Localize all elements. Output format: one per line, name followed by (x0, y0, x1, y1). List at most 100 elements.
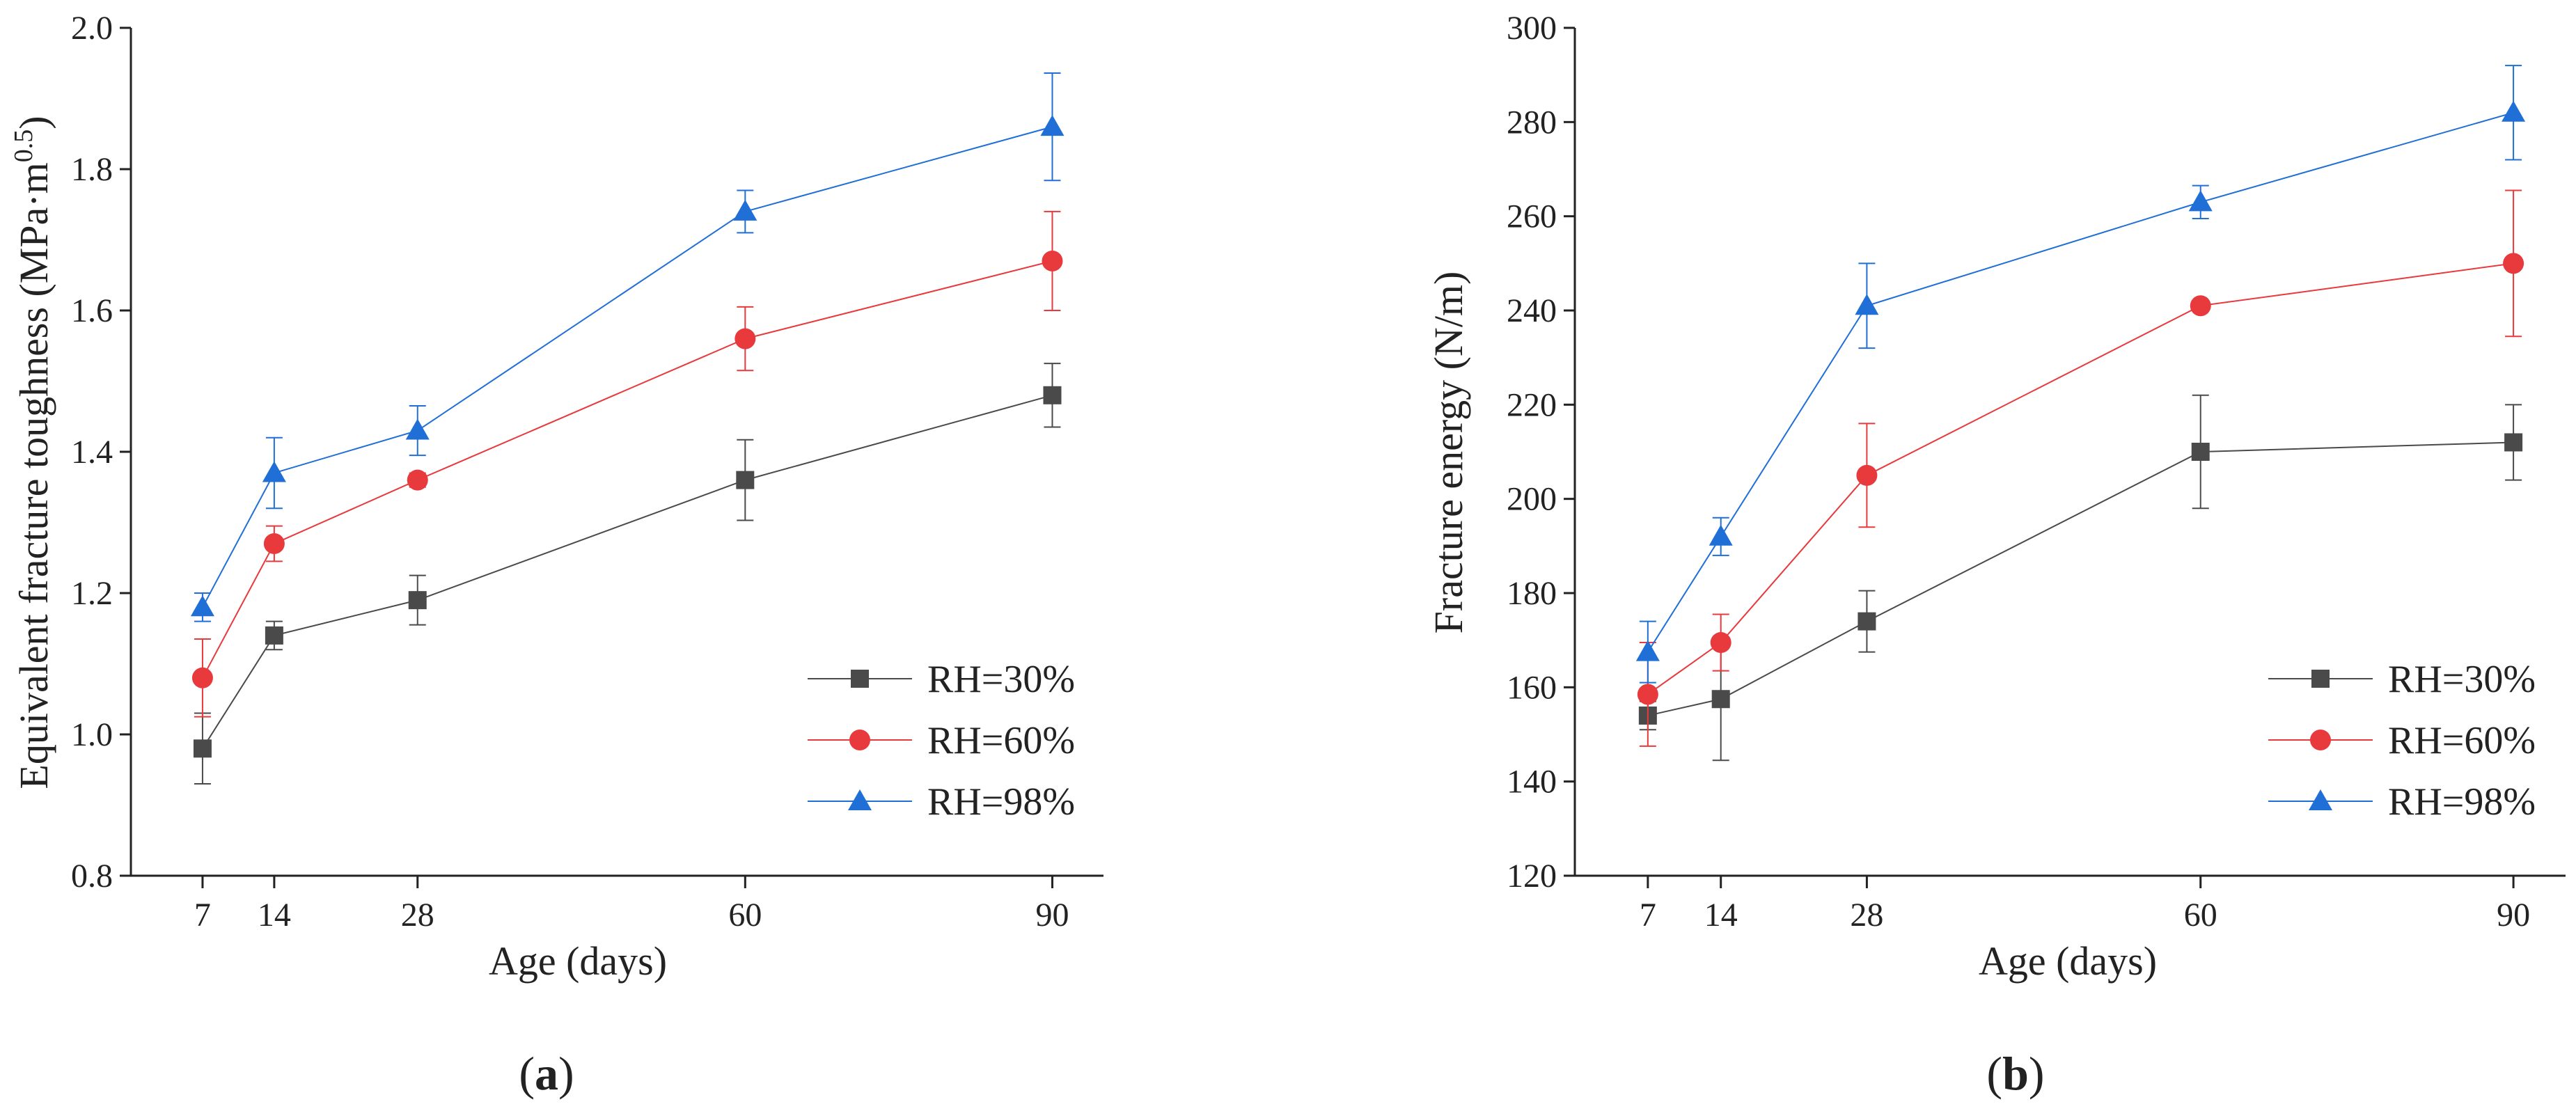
panel-b-chart: 120 140 160 180 200 220 240 260 280 300 7 14 28 60 90… (1426, 10, 2566, 1100)
panel-a-legend-item: RH=98% (808, 780, 1075, 824)
panel-a-y-tick-label: 1.8 (71, 151, 113, 188)
panel-b-legend-marker (2310, 730, 2331, 750)
panel-b-label-open: ( (1986, 1047, 2002, 1100)
panel-a-data-point (265, 626, 283, 645)
panel-a-data-point (735, 328, 756, 349)
panel-a-y-axis-title-main: Equivalent fracture toughness (MPa·m (11, 162, 56, 789)
panel-b-y-tick-label: 260 (1507, 198, 1557, 235)
panel-b-y-axis-title: Fracture energy (N/m) (1426, 271, 1471, 634)
panel-a-series-line (202, 126, 1053, 608)
panel-b-data-point (2191, 443, 2210, 461)
panel-a-legend-label: RH=98% (927, 780, 1075, 824)
panel-a-legend-marker (849, 730, 870, 750)
panel-b-y-tick-label: 220 (1507, 386, 1557, 423)
panel-a-series-3 (190, 72, 1065, 622)
panel-a-x-tick-label: 60 (728, 897, 762, 933)
panel-a-label-open: ( (519, 1047, 535, 1100)
panel-a-data-point (1043, 386, 1062, 404)
panel-b-data-point (2503, 253, 2524, 274)
panel-b-x-axis-title: Age (days) (1979, 938, 2157, 984)
panel-b-y-tick-label: 200 (1507, 481, 1557, 518)
panel-a-label-letter: a (535, 1047, 558, 1100)
panel-b-data-point (1709, 524, 1733, 546)
panel-b-x-tick-label: 90 (2497, 897, 2530, 933)
panel-a-y-tick-label: 2.0 (71, 10, 113, 47)
panel-b-y-tick-label: 240 (1507, 292, 1557, 329)
panel-a-y-axis-title-close: ) (11, 116, 56, 129)
panel-a-y-tick-label: 1.0 (71, 716, 113, 753)
panel-a-x-tick-label: 90 (1035, 897, 1069, 933)
panel-b-data-point (1710, 632, 1731, 654)
panel-b-series-2 (1637, 189, 2524, 747)
panel-a-y-tick-label: 1.6 (71, 292, 113, 329)
panel-a-data-point (1042, 250, 1063, 271)
panel-a-y-axis-title: Equivalent fracture toughness (MPa·m0.5) (9, 116, 56, 789)
panel-b-legend-item: RH=30% (2268, 658, 2536, 701)
panel-a-data-point (405, 418, 430, 440)
panel-a-data-point (190, 595, 214, 617)
panel-a-legend-item: RH=60% (808, 719, 1075, 762)
panel-a-series-layer (190, 72, 1065, 785)
panel-a-series-2 (191, 210, 1063, 718)
panel-b-data-point (2502, 100, 2526, 122)
panel-a-data-point (408, 591, 427, 610)
panel-a-data-point (733, 199, 757, 221)
panel-b-label-letter: b (2002, 1047, 2029, 1100)
panel-b-x-tick-label: 28 (1850, 897, 1883, 933)
panel-b-legend-label: RH=60% (2388, 719, 2536, 762)
panel-b-legend-item: RH=60% (2268, 719, 2536, 762)
panel-b-y-tick-label: 160 (1507, 669, 1557, 706)
panel-a-data-point (736, 471, 755, 489)
panel-a-legend-label: RH=30% (927, 658, 1075, 701)
panel-b-y-ticks: 120 140 160 180 200 220 240 260 280 300 (1507, 10, 1575, 895)
panel-a-data-point (407, 469, 428, 491)
panel-b-data-point (1711, 690, 1730, 709)
panel-b-y-tick-label: 120 (1507, 858, 1557, 895)
panel-a-data-point (191, 667, 213, 688)
panel-b-legend-item: RH=98% (2268, 780, 2536, 824)
panel-a-legend-marker (851, 670, 869, 688)
panel-b-x-tick-label: 14 (1704, 897, 1738, 933)
panel-b-legend-marker (2309, 789, 2332, 810)
panel-a-data-point (193, 739, 212, 758)
panel-b-data-point (2188, 190, 2213, 212)
panel-b-label-close: ) (2029, 1047, 2045, 1100)
panel-a-x-ticks: 7 14 28 60 90 (194, 876, 1069, 933)
panel-b-data-point (1637, 684, 1658, 705)
panel-a-y-tick-label: 1.4 (71, 434, 113, 471)
panel-a-label: (a) (519, 1047, 574, 1100)
panel-a-label-close: ) (558, 1047, 574, 1100)
panel-a-legend: RH=30% RH=60% RH=98% (808, 658, 1075, 824)
panel-a-series-1 (193, 363, 1062, 785)
panel-a-y-tick-label: 0.8 (71, 858, 113, 895)
panel-a-series-line (202, 394, 1053, 749)
panel-b-series-line (1647, 441, 2514, 716)
panel-b-legend-label: RH=98% (2388, 780, 2536, 824)
panel-b-data-point (2504, 433, 2523, 452)
panel-a-series-line (202, 260, 1053, 679)
panel-a-data-point (1040, 115, 1065, 136)
panel-a-legend-label: RH=60% (927, 719, 1075, 762)
panel-a-data-point (262, 461, 286, 482)
panel-a-legend-item: RH=30% (808, 658, 1075, 701)
panel-a-y-axis-title-superscript: 0.5 (9, 129, 38, 163)
panel-a-x-tick-label: 7 (194, 897, 211, 933)
panel-b-y-tick-label: 280 (1507, 104, 1557, 141)
panel-a-chart: 0.8 1.0 1.2 1.4 1.6 1.8 2.0 7 14 28 60 90 Age (day… (9, 10, 1104, 1100)
panel-b-data-point (2190, 295, 2211, 317)
panel-b-series-layer (1635, 65, 2526, 762)
panel-b-series-line (1647, 111, 2514, 653)
panel-b-series-line (1647, 262, 2514, 695)
panel-b-y-tick-label: 180 (1507, 575, 1557, 612)
panel-a-y-tick-label: 1.2 (71, 575, 113, 612)
panel-b-label: (b) (1986, 1047, 2044, 1100)
panel-a-legend-marker (848, 789, 872, 810)
panel-a-x-tick-label: 14 (258, 897, 291, 933)
panel-b-data-point (1858, 612, 1876, 631)
panel-b-data-point (1856, 464, 1878, 486)
panel-b-series-1 (1638, 394, 2523, 762)
panel-b-series-3 (1635, 65, 2526, 684)
panel-b-y-tick-label: 140 (1507, 764, 1557, 801)
panel-b-x-tick-label: 7 (1640, 897, 1656, 933)
